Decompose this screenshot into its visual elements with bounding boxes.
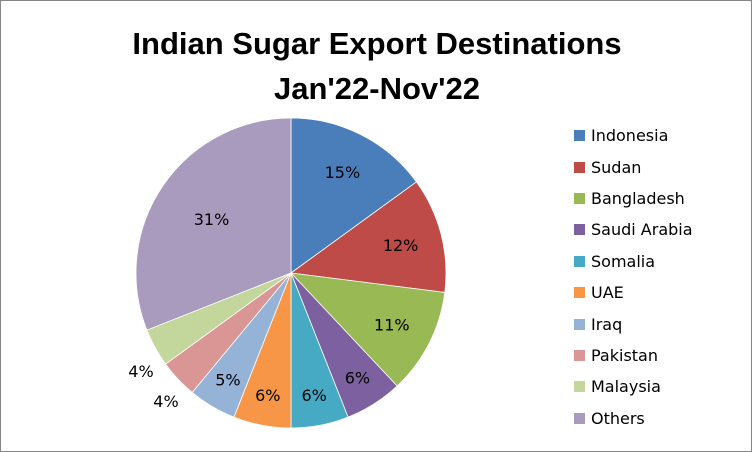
legend-item-malaysia: Malaysia [574, 371, 744, 402]
data-label-saudi-arabia: 6% [345, 369, 370, 388]
legend-item-sudan: Sudan [574, 151, 744, 182]
data-label-sudan: 12% [383, 236, 419, 255]
pie-slice-others [135, 117, 292, 331]
chart-title-line-2: Jan'22-Nov'22 [273, 71, 480, 106]
legend-swatch [574, 224, 585, 236]
data-label-iraq: 5% [215, 371, 240, 390]
data-label-others: 31% [194, 210, 230, 229]
legend-item-others: Others [574, 403, 744, 434]
pie-slice-indonesia [290, 117, 417, 274]
data-label-uae: 6% [255, 386, 280, 405]
legend: Indonesia Sudan Bangladesh Saudi Arabia Soma… [574, 120, 744, 434]
legend-swatch [574, 412, 585, 424]
legend-swatch [574, 287, 585, 299]
pie-slice-bangladesh [289, 272, 446, 387]
legend-item-uae: UAE [574, 277, 744, 308]
legend-label: Indonesia [591, 126, 669, 146]
legend-label: Iraq [591, 314, 623, 334]
legend-label: Somalia [591, 251, 656, 271]
legend-swatch [574, 161, 585, 173]
chart-title-line-1: Indian Sugar Export Destinations [132, 26, 622, 61]
legend-item-somalia: Somalia [574, 246, 744, 277]
legend-swatch [574, 130, 585, 142]
legend-item-pakistan: Pakistan [574, 340, 744, 371]
legend-label: UAE [591, 283, 624, 303]
legend-label: Bangladesh [591, 188, 685, 208]
legend-label: Sudan [591, 157, 642, 177]
legend-swatch [574, 255, 585, 267]
legend-item-iraq: Iraq [574, 308, 744, 339]
data-label-indonesia: 15% [325, 163, 361, 182]
legend-label: Saudi Arabia [591, 220, 693, 240]
legend-label: Pakistan [591, 345, 658, 365]
legend-item-saudi-arabia: Saudi Arabia [574, 214, 744, 245]
pie-slice-sudan [289, 181, 447, 293]
legend-swatch [574, 192, 585, 204]
legend-swatch [574, 318, 585, 330]
legend-item-indonesia: Indonesia [574, 120, 744, 151]
data-label-bangladesh: 11% [374, 315, 410, 334]
chart-title: Indian Sugar Export Destinations Jan'22-… [1, 21, 752, 111]
legend-item-bangladesh: Bangladesh [574, 183, 744, 214]
data-label-pakistan: 4% [153, 392, 178, 411]
data-label-somalia: 6% [302, 386, 327, 405]
legend-swatch [574, 381, 585, 393]
legend-swatch [574, 349, 585, 361]
legend-label: Others [591, 408, 645, 428]
data-label-malaysia: 4% [128, 362, 153, 381]
legend-label: Malaysia [591, 377, 661, 397]
